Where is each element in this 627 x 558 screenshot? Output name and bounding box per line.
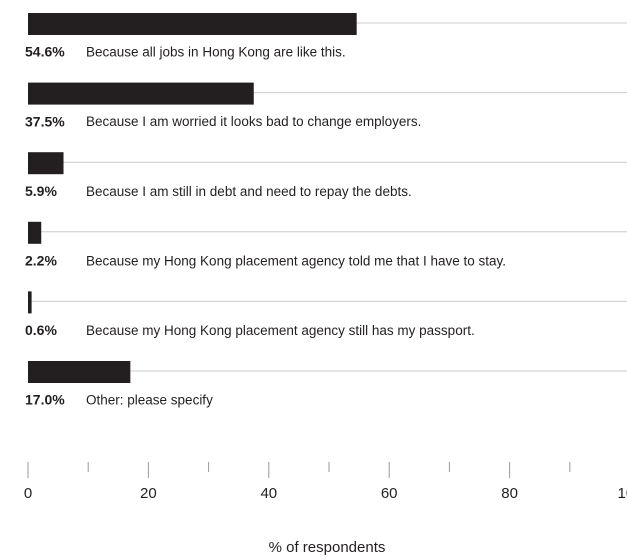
x-tick-label: 80 bbox=[501, 485, 518, 502]
bar bbox=[28, 221, 42, 244]
value-label: 2.2% bbox=[25, 253, 57, 269]
value-label: 37.5% bbox=[25, 113, 65, 129]
category-label: Because all jobs in Hong Kong are like t… bbox=[86, 45, 346, 60]
x-tick-label: 0 bbox=[24, 485, 32, 502]
value-label: 0.6% bbox=[25, 322, 57, 338]
x-tick-label: 60 bbox=[381, 485, 398, 502]
value-label: 5.9% bbox=[25, 183, 57, 199]
category-label: Because my Hong Kong placement agency to… bbox=[86, 253, 506, 268]
category-label: Because I am still in debt and need to r… bbox=[86, 184, 412, 199]
bar bbox=[28, 361, 131, 383]
bar bbox=[28, 152, 64, 175]
bar bbox=[28, 291, 32, 314]
x-tick-label: 100 bbox=[617, 485, 627, 502]
x-tick-label: 40 bbox=[260, 485, 277, 502]
category-label: Other: please specify bbox=[86, 393, 213, 408]
x-axis-label: % of respondents bbox=[269, 539, 386, 556]
category-label: Because I am worried it looks bad to cha… bbox=[86, 114, 421, 129]
value-label: 54.6% bbox=[25, 44, 65, 60]
value-label: 17.0% bbox=[25, 392, 65, 408]
bar bbox=[28, 82, 254, 105]
bar bbox=[28, 13, 357, 35]
category-label: Because my Hong Kong placement agency st… bbox=[86, 323, 475, 338]
x-tick-label: 20 bbox=[140, 485, 157, 502]
